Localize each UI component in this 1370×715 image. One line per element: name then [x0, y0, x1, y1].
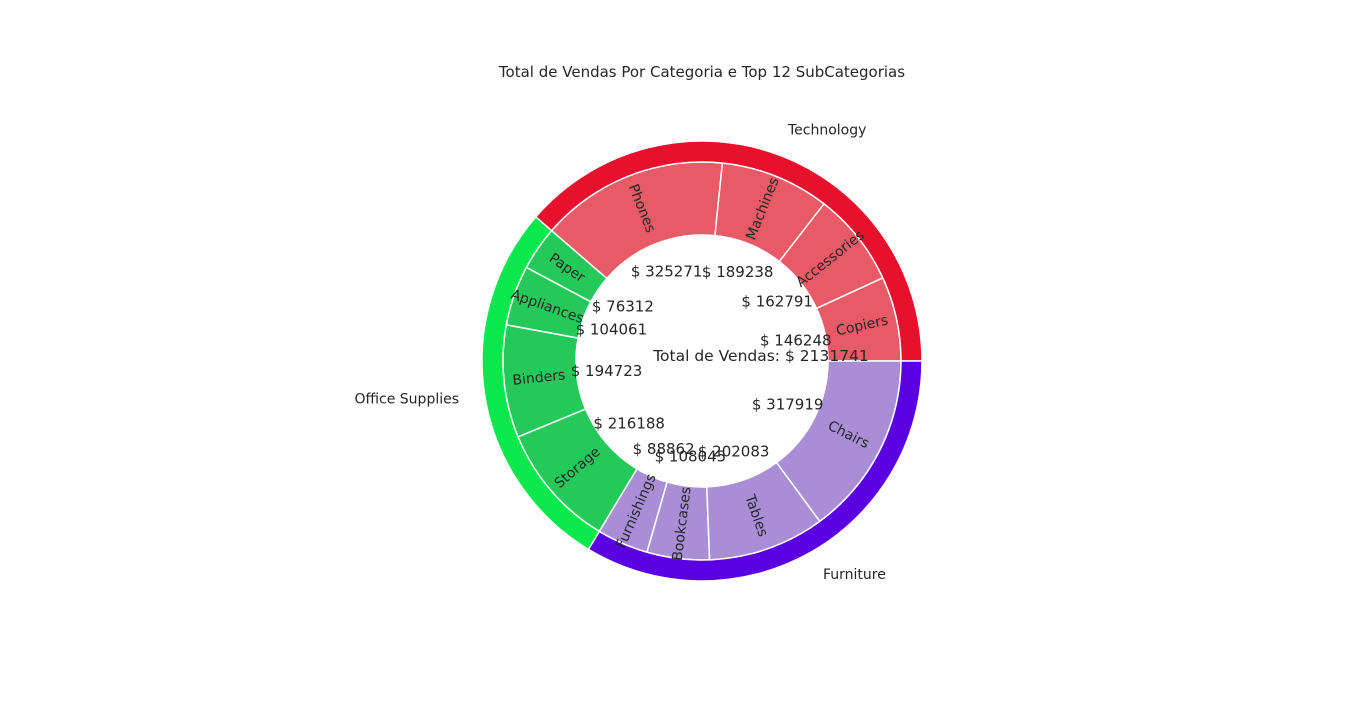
band-furniture: [587, 360, 923, 582]
category-label-furniture: Furniture: [823, 567, 886, 583]
category-labels: Technology Office Supplies Furniture: [354, 123, 885, 584]
value-storage: $ 216188: [593, 415, 665, 433]
value-tables: $ 202083: [698, 443, 770, 461]
value-furnishings: $ 88862: [633, 440, 695, 458]
value-paper: $ 76312: [592, 298, 654, 316]
value-machines: $ 189238: [702, 263, 774, 281]
category-ring: [481, 140, 923, 582]
category-label-technology: Technology: [787, 123, 866, 139]
label-binders: Binders: [512, 367, 566, 388]
value-binders: $ 194723: [571, 362, 643, 380]
value-appliances: $ 104061: [576, 320, 648, 338]
total-sales-label: Total de Vendas: $ 2131741: [652, 347, 869, 365]
value-phones: $ 325271: [631, 263, 703, 281]
value-bookcases: $ 108045: [655, 447, 727, 465]
value-chairs: $ 317919: [752, 395, 824, 413]
value-labels: $ 146248 $ 162791 $ 189238$ 325271 $ 76312 $…: [571, 263, 832, 466]
category-label-office-supplies: Office Supplies: [354, 392, 459, 408]
value-copiers: $ 146248: [760, 331, 832, 349]
chart-title: Total de Vendas Por Categoria e Top 12 S…: [498, 63, 905, 81]
value-accessories: $ 162791: [741, 292, 813, 310]
